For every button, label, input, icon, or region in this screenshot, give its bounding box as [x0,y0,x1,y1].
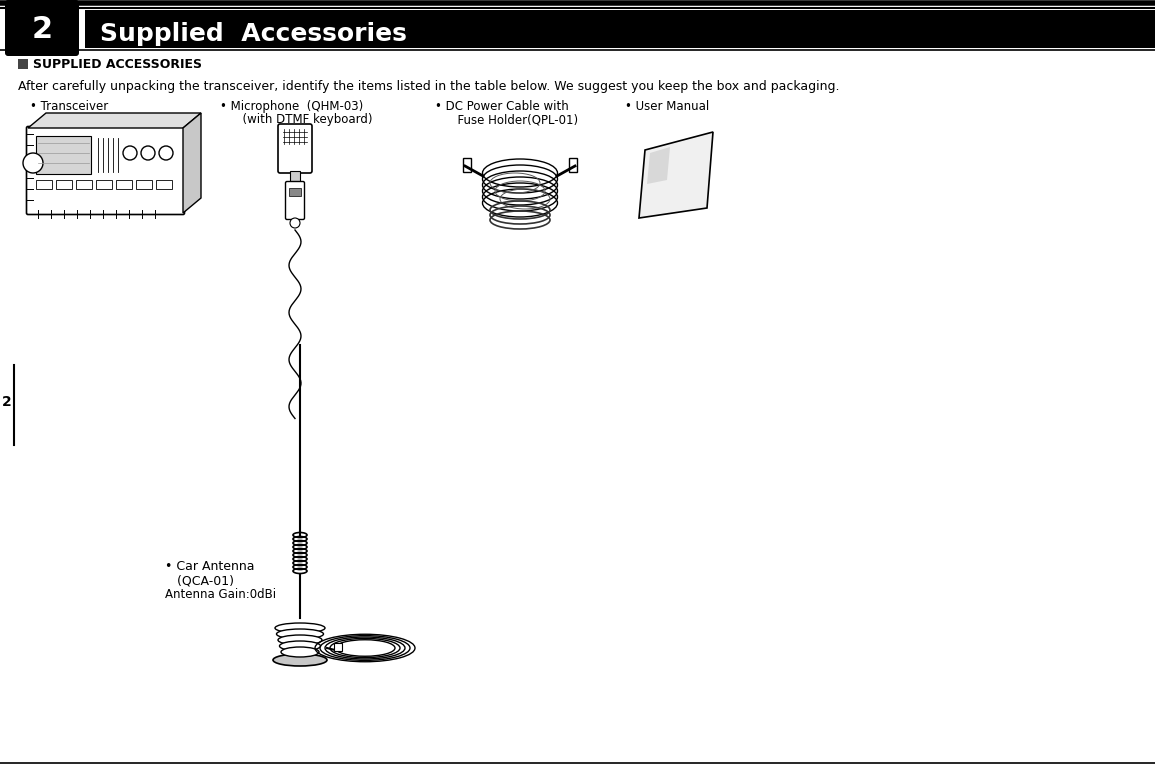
Text: • Car Antenna: • Car Antenna [165,560,254,573]
Text: • Transceiver: • Transceiver [30,100,109,113]
Bar [55,180,72,189]
Bar [569,158,578,172]
Bar [76,180,92,189]
Ellipse shape [278,635,322,645]
Circle shape [159,146,173,160]
Text: Supplied  Accessories: Supplied Accessories [100,22,407,46]
Circle shape [290,218,300,228]
Text: Antenna Gain:0dBi: Antenna Gain:0dBi [165,588,276,601]
Bar [36,180,52,189]
Polygon shape [28,113,201,128]
Ellipse shape [280,641,320,651]
Polygon shape [182,113,201,213]
Bar [290,171,300,183]
Text: • DC Power Cable with: • DC Power Cable with [435,100,568,113]
Bar [156,180,172,189]
Text: • Microphone  (QHM-03): • Microphone (QHM-03) [219,100,364,113]
Bar [0,0,1155,6]
FancyBboxPatch shape [278,124,312,173]
Text: (QCA-01): (QCA-01) [165,574,234,587]
Bar [463,158,471,172]
Text: SUPPLIED ACCESSORIES: SUPPLIED ACCESSORIES [33,58,202,71]
Ellipse shape [281,647,319,657]
Bar [36,136,91,174]
Polygon shape [639,132,713,218]
FancyBboxPatch shape [27,127,185,215]
Text: 2: 2 [2,395,12,409]
Bar [18,59,28,69]
Bar [289,188,301,196]
Bar [136,180,152,189]
Circle shape [141,146,155,160]
Text: Fuse Holder(QPL-01): Fuse Holder(QPL-01) [435,113,579,126]
Circle shape [23,153,43,173]
Text: (with DTMF keyboard): (with DTMF keyboard) [219,113,373,126]
Ellipse shape [276,629,323,639]
Ellipse shape [273,654,327,666]
Bar [116,180,132,189]
FancyBboxPatch shape [5,0,79,56]
Bar [334,643,342,651]
Ellipse shape [275,623,325,633]
Text: • User Manual: • User Manual [625,100,709,113]
FancyBboxPatch shape [285,181,305,219]
Circle shape [122,146,137,160]
Polygon shape [647,147,670,184]
Text: After carefully unpacking the transceiver, identify the items listed in the tabl: After carefully unpacking the transceive… [18,80,840,93]
Text: 2: 2 [31,15,53,44]
Bar [85,10,1155,48]
Bar [96,180,112,189]
